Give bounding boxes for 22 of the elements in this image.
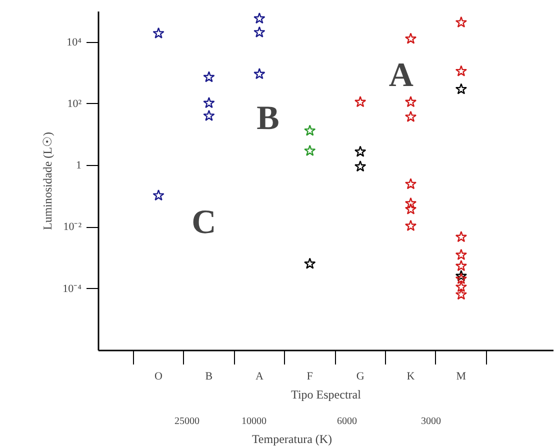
y-tick-label: 10²	[67, 98, 82, 110]
y-tick-label: 10⁻²	[63, 221, 82, 234]
x-axis-title: Tipo Espectral	[291, 388, 362, 402]
x-tick-label: K	[406, 370, 415, 382]
text: 10000	[242, 415, 266, 429]
text: 6000	[337, 415, 357, 429]
y-axis-title: Luminosidade (L☉)	[40, 132, 55, 230]
annotation: B	[256, 100, 280, 137]
y-tick-label: 1	[76, 160, 82, 172]
text: 25000	[174, 415, 200, 429]
x-tick-label: A	[255, 370, 264, 382]
x-tick-label: O	[154, 370, 163, 382]
annotation: C	[192, 204, 216, 241]
x-tick-label: F	[306, 370, 313, 382]
text: Temperatura (K)	[252, 431, 332, 448]
x-tick-label: G	[356, 370, 364, 382]
x-tick-label: B	[205, 370, 213, 382]
text: 3000	[421, 415, 441, 429]
y-tick-label: 10⁻⁴	[62, 282, 82, 295]
annotation: A	[388, 57, 414, 94]
y-tick-label: 10⁴	[66, 36, 82, 48]
x-tick-label: M	[456, 370, 466, 382]
